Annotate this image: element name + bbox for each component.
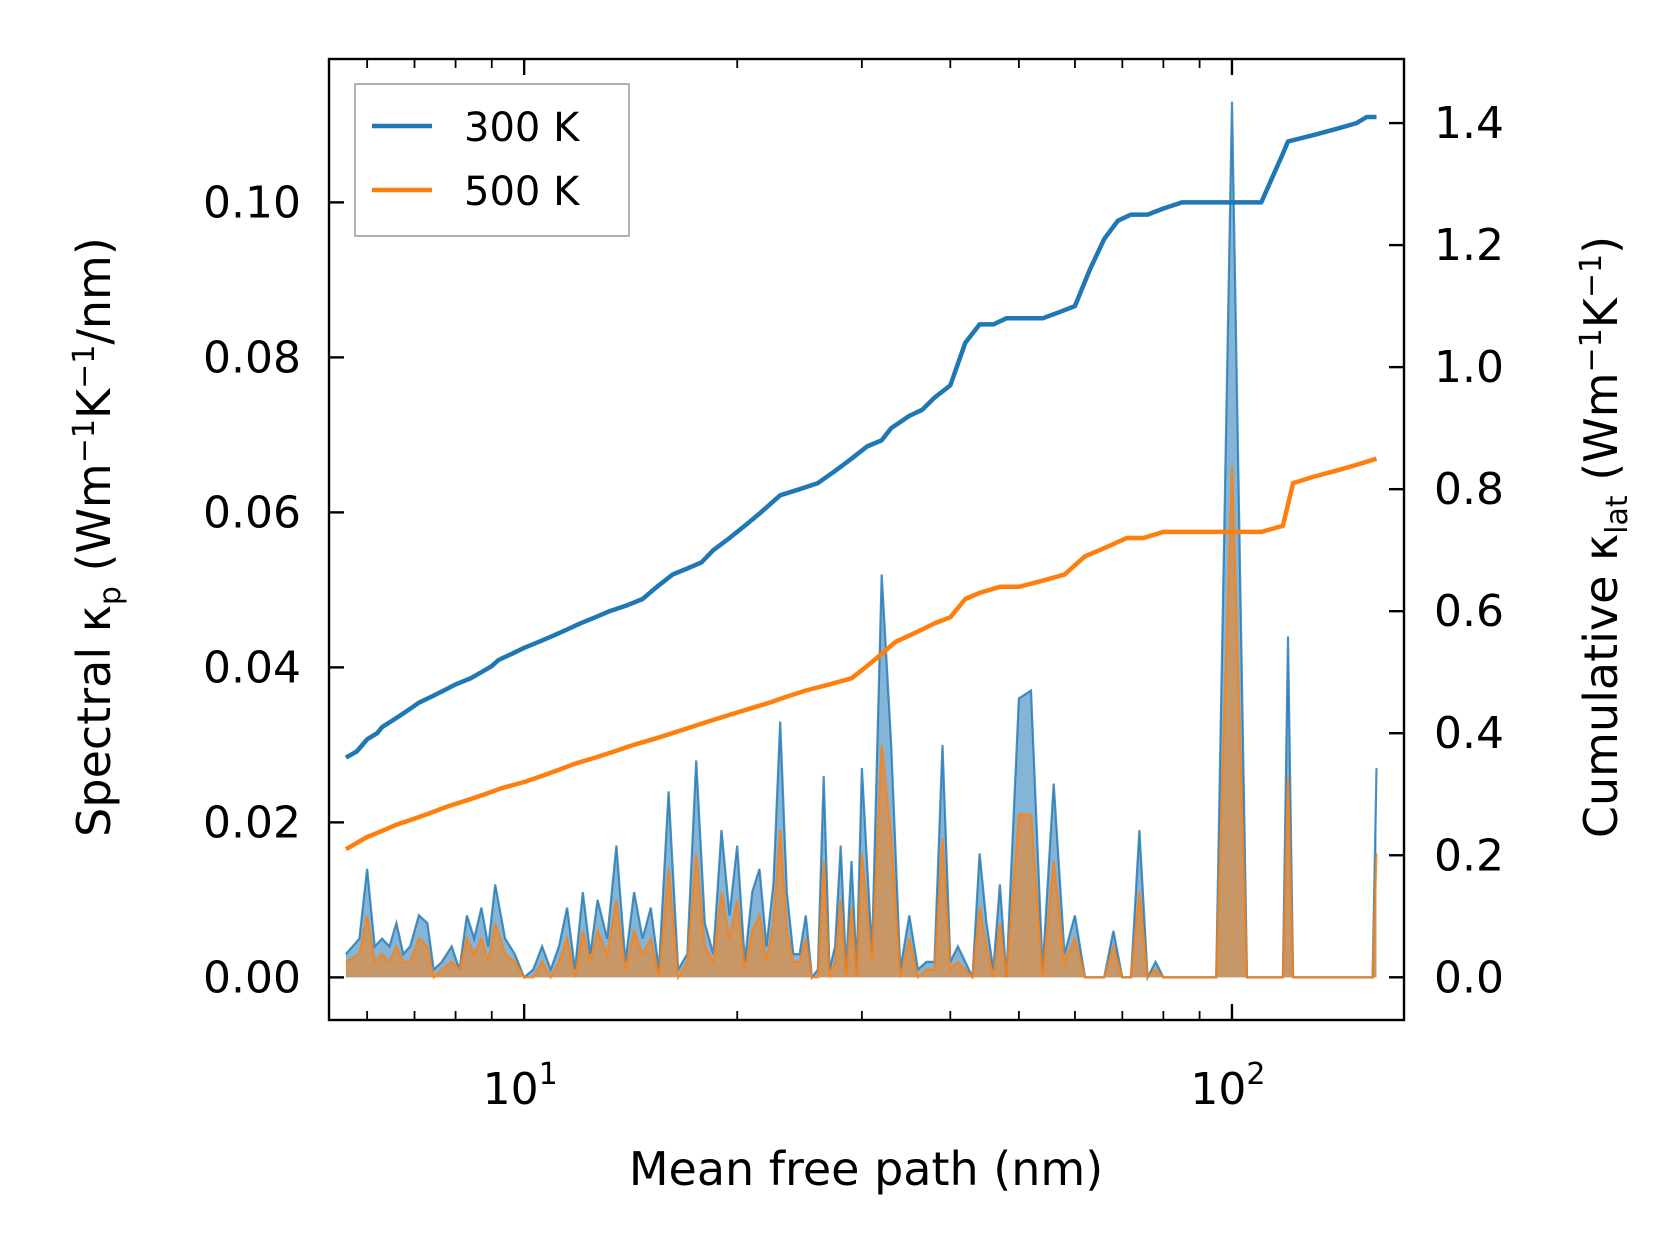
legend-label-500k: 500 K: [464, 169, 581, 215]
y-left-tick-label: 0.00: [203, 952, 301, 1003]
y-left-title-prefix: Spectral κ: [67, 605, 121, 837]
y-left-title-sup-b: −1: [67, 345, 102, 389]
y-right-tick-label: 1.4: [1434, 98, 1504, 149]
x-axis-title: Mean free path (nm): [629, 1142, 1103, 1196]
series-layer: [344, 101, 1378, 982]
y-left-title-unit-c: /nm): [67, 237, 121, 344]
legend-box: [354, 83, 630, 237]
y-right-title-unit-c: ): [1574, 236, 1628, 254]
y-right-tick-label: 0.8: [1434, 464, 1504, 515]
y-left-tick-label: 0.06: [203, 487, 301, 538]
plot-frame: [327, 57, 1406, 1022]
y-left-title-sub: p: [93, 586, 128, 605]
y-left-title-unit-a: (Wm: [67, 463, 121, 586]
legend-label-300k: 300 K: [464, 105, 581, 151]
y-right-tick-label: 1.0: [1434, 342, 1504, 393]
y-left-tick-label: 0.08: [203, 332, 301, 383]
y-left-tick-label: 0.04: [203, 642, 301, 693]
y-axis-left-title: Spectral κp (Wm−1K−1/nm): [67, 237, 128, 837]
y-right-tick-label: 0.2: [1434, 830, 1504, 881]
y-right-title-sup-b: −1: [1574, 254, 1609, 298]
legend: 300 K 500 K: [354, 83, 630, 237]
x-tick-label: 102: [1190, 1057, 1265, 1115]
cumulative-line-500k: [344, 456, 1378, 852]
y-right-tick-label: 0.0: [1434, 952, 1504, 1003]
y-left-title-unit-b: K: [67, 387, 121, 419]
y-left-title-sup-a: −1: [67, 419, 102, 463]
cumulative-line-300k: [344, 114, 1377, 760]
y-right-title-sup-a: −1: [1574, 328, 1609, 372]
y-right-tick-label: 0.6: [1434, 586, 1504, 637]
y-right-title-unit-a: (Wm: [1574, 372, 1628, 495]
y-right-tick-label: 1.2: [1434, 220, 1504, 271]
ticks-layer: 0.00 0.02 0.04 0.06 0.08 0.10 0.0 0.2 0.4 0.6 0.8 1…: [203, 59, 1504, 1115]
x-tick-label: 101: [483, 1057, 558, 1115]
y-left-tick-label: 0.02: [203, 797, 301, 848]
y-right-title-prefix: Cumulative κ: [1574, 534, 1628, 838]
y-left-tick-label: 0.10: [203, 177, 301, 228]
spectral-line-500k: [345, 465, 1378, 981]
y-right-tick-label: 0.4: [1434, 708, 1504, 759]
y-right-title-unit-b: K: [1574, 296, 1628, 328]
y-axis-right-title: Cumulative κlat (Wm−1K−1): [1574, 236, 1635, 838]
y-right-title-sub: lat: [1600, 495, 1635, 534]
